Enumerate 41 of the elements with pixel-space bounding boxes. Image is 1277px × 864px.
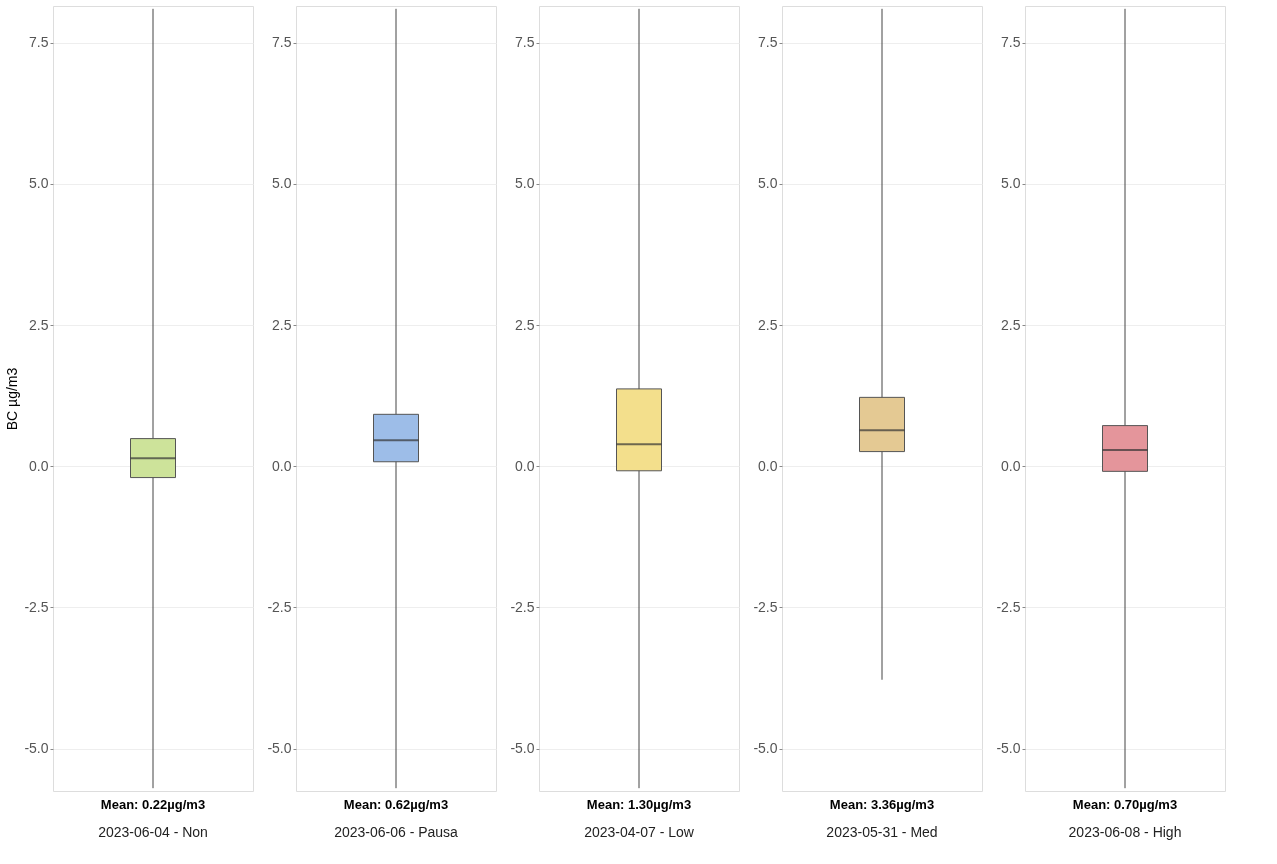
y-tick-label: -5.0 [753,740,778,757]
y-tick-label: 0.0 [1001,457,1021,474]
text: Mean: 0.22µg/m3 [100,797,206,812]
y-tick-label: 7.5 [29,34,49,51]
y-tick-label: 5.0 [1001,175,1021,192]
text: Mean: 0.62µg/m3 [343,797,449,812]
y-tick-label: 2.5 [758,316,778,333]
x-tick-label: 2023-05-31 - Med [826,823,938,840]
y-axis-title: BC µg/m3 [4,367,21,431]
y-tick-label: 5.0 [29,175,49,192]
y-tick-label: 2.5 [1001,316,1021,333]
y-tick-label: 5.0 [758,175,778,192]
y-tick-label: -2.5 [996,598,1021,615]
y-tick-label: -5.0 [24,740,49,757]
x-tick-label: 2023-06-04 - Non [98,823,208,840]
y-tick-label: -2.5 [510,598,535,615]
y-tick-label: 2.5 [515,316,535,333]
y-tick-label: 0.0 [515,457,535,474]
y-tick-label: -2.5 [267,598,292,615]
x-tick-label: 2023-06-06 - Pausa [334,823,459,840]
y-tick-label: 5.0 [272,175,292,192]
y-tick-label: -5.0 [267,740,292,757]
text: Mean: 1.30µg/m3 [586,797,692,812]
y-tick-label: 0.0 [29,457,49,474]
x-tick-label: 2023-06-08 - High [1068,823,1182,840]
x-tick-label: 2023-04-07 - Low [584,823,695,840]
y-tick-label: 0.0 [272,457,292,474]
y-tick-label: 7.5 [272,34,292,51]
y-tick-label: -2.5 [24,598,49,615]
y-tick-label: 5.0 [515,175,535,192]
text: Mean: 0.70µg/m3 [1072,797,1178,812]
y-tick-label: -5.0 [510,740,535,757]
y-tick-label: 0.0 [758,457,778,474]
y-tick-label: 2.5 [29,316,49,333]
y-tick-label: 7.5 [1001,34,1021,51]
y-tick-label: 2.5 [272,316,292,333]
y-tick-label: 7.5 [758,34,778,51]
y-tick-label: -5.0 [996,740,1021,757]
y-tick-label: 7.5 [515,34,535,51]
y-tick-label: -2.5 [753,598,778,615]
text: Mean: 3.36µg/m3 [829,797,935,812]
